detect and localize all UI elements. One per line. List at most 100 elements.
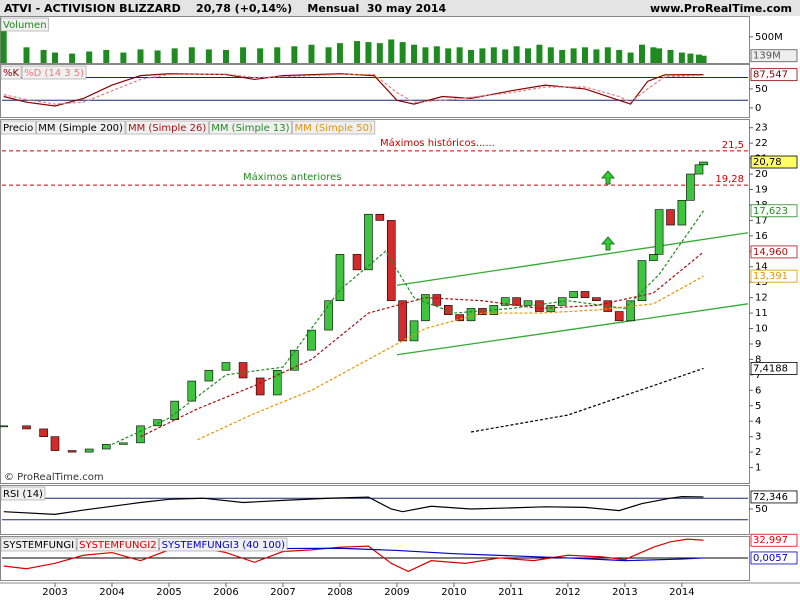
- value-marker: [750, 49, 798, 63]
- y-tick-label: 3: [755, 432, 761, 443]
- candle-body: [694, 164, 704, 175]
- legend-box: [76, 537, 159, 552]
- legend-label: MM (Simple 13): [211, 123, 289, 134]
- y-tick-label: 2: [755, 447, 761, 458]
- legend-box: [21, 65, 87, 80]
- candle-body: [614, 311, 624, 322]
- chart-title: ATVI - ACTIVISION BLIZZARD 20,78 (+0,14%…: [4, 2, 447, 15]
- volume-bar: [695, 54, 702, 63]
- value-marker-label: 14,960: [753, 247, 788, 258]
- candle-body: [386, 220, 396, 302]
- volume-bar: [616, 49, 623, 63]
- volume-bar: [422, 47, 429, 63]
- panel-frame: [0, 536, 750, 581]
- candle-body: [101, 444, 111, 450]
- annotation: Máximos anteriores: [243, 171, 342, 183]
- value-marker-label: 32,997: [753, 535, 788, 546]
- legend-label: MM (Simple 200): [38, 123, 123, 134]
- candle-body: [626, 300, 635, 322]
- value-marker-label: 13,391: [753, 271, 788, 282]
- candle-body: [238, 362, 248, 379]
- volume-bar: [171, 48, 178, 63]
- candle-body: [221, 362, 231, 371]
- candle-body: [272, 369, 282, 396]
- y-tick-label: 5: [755, 401, 761, 412]
- y-tick-label: 19: [755, 185, 768, 196]
- volume-bar: [513, 46, 520, 63]
- legend-box: [0, 537, 77, 552]
- y-tick-label: 10: [755, 324, 768, 335]
- legend-label: %D (14 3 5): [24, 68, 84, 79]
- y-tick-label: 14: [755, 262, 768, 273]
- y-tick-label: 13: [755, 277, 768, 288]
- legend-label: RSI (14): [3, 489, 43, 500]
- y-tick-label: 500M: [755, 32, 783, 43]
- reference-label: 19,28: [715, 174, 744, 185]
- candle-body: [352, 254, 362, 271]
- volume-bar: [336, 43, 343, 63]
- y-tick-label: 50: [755, 504, 768, 515]
- candle-body: [398, 300, 407, 342]
- legend-box: [0, 486, 46, 501]
- volume-bar: [86, 51, 93, 63]
- candle-body: [666, 209, 675, 226]
- volume-bar: [52, 52, 59, 63]
- series-line: [140, 251, 704, 438]
- value-marker-label: 17,623: [753, 206, 788, 217]
- candle-body: [84, 448, 94, 453]
- candle-body: [512, 297, 521, 306]
- x-tick-label: 2012: [555, 587, 580, 598]
- volume-bar: [650, 47, 657, 63]
- y-tick-label: 9: [755, 339, 761, 350]
- volume-bar: [502, 49, 509, 63]
- legend-label: MM (Simple 26): [128, 123, 206, 134]
- volume-bar: [291, 46, 298, 63]
- panel-frame: [0, 119, 750, 484]
- volume-bar: [468, 49, 475, 63]
- candle-body: [592, 297, 601, 302]
- y-tick-label: 50: [755, 84, 768, 95]
- panel-frame: [0, 485, 750, 535]
- volume-bar: [274, 47, 281, 63]
- y-tick-label: 6: [755, 385, 761, 396]
- volume-bar: [687, 53, 694, 63]
- volume-bar: [365, 42, 372, 63]
- volume-bar: [456, 47, 463, 63]
- volume-bar: [570, 48, 577, 63]
- legend-label: SYSTEMFUNGI: [3, 540, 74, 551]
- x-tick-label: 2013: [612, 587, 637, 598]
- volume-bar: [103, 49, 110, 63]
- candle-body: [649, 254, 658, 261]
- volume-bar: [376, 43, 383, 63]
- value-marker-label: 72,346: [753, 492, 788, 503]
- legend-label: SYSTEMFUNGI2: [79, 540, 156, 551]
- header-bar: [0, 0, 800, 16]
- candle-body: [443, 305, 453, 315]
- value-marker: [750, 362, 798, 375]
- candle-body: [466, 308, 476, 322]
- y-tick-label: 23: [755, 123, 768, 134]
- legend-label: Precio: [3, 123, 33, 134]
- x-tick-label: 2007: [270, 587, 295, 598]
- panel-frame: [0, 16, 750, 64]
- series-line: [3, 73, 704, 107]
- x-tick-label: 2003: [42, 587, 67, 598]
- volume-bar: [23, 47, 30, 63]
- legend-label: MM (Simple 50): [295, 123, 373, 134]
- candle-body: [569, 291, 578, 298]
- series-line: [197, 275, 704, 441]
- value-marker-label: 87,547: [753, 70, 788, 81]
- volume-bar: [678, 52, 685, 63]
- legend-box: [208, 120, 292, 135]
- x-tick-label: 2014: [669, 587, 694, 598]
- volume-bar: [240, 47, 247, 63]
- candle-body: [677, 200, 687, 226]
- volume-bar: [120, 52, 127, 63]
- value-marker: [750, 68, 798, 82]
- legend-label: Volumen: [3, 20, 47, 31]
- volume-bar: [399, 42, 406, 63]
- candle-body: [255, 377, 265, 396]
- y-tick-label: 20: [755, 169, 768, 180]
- y-tick-label: 11: [755, 308, 768, 319]
